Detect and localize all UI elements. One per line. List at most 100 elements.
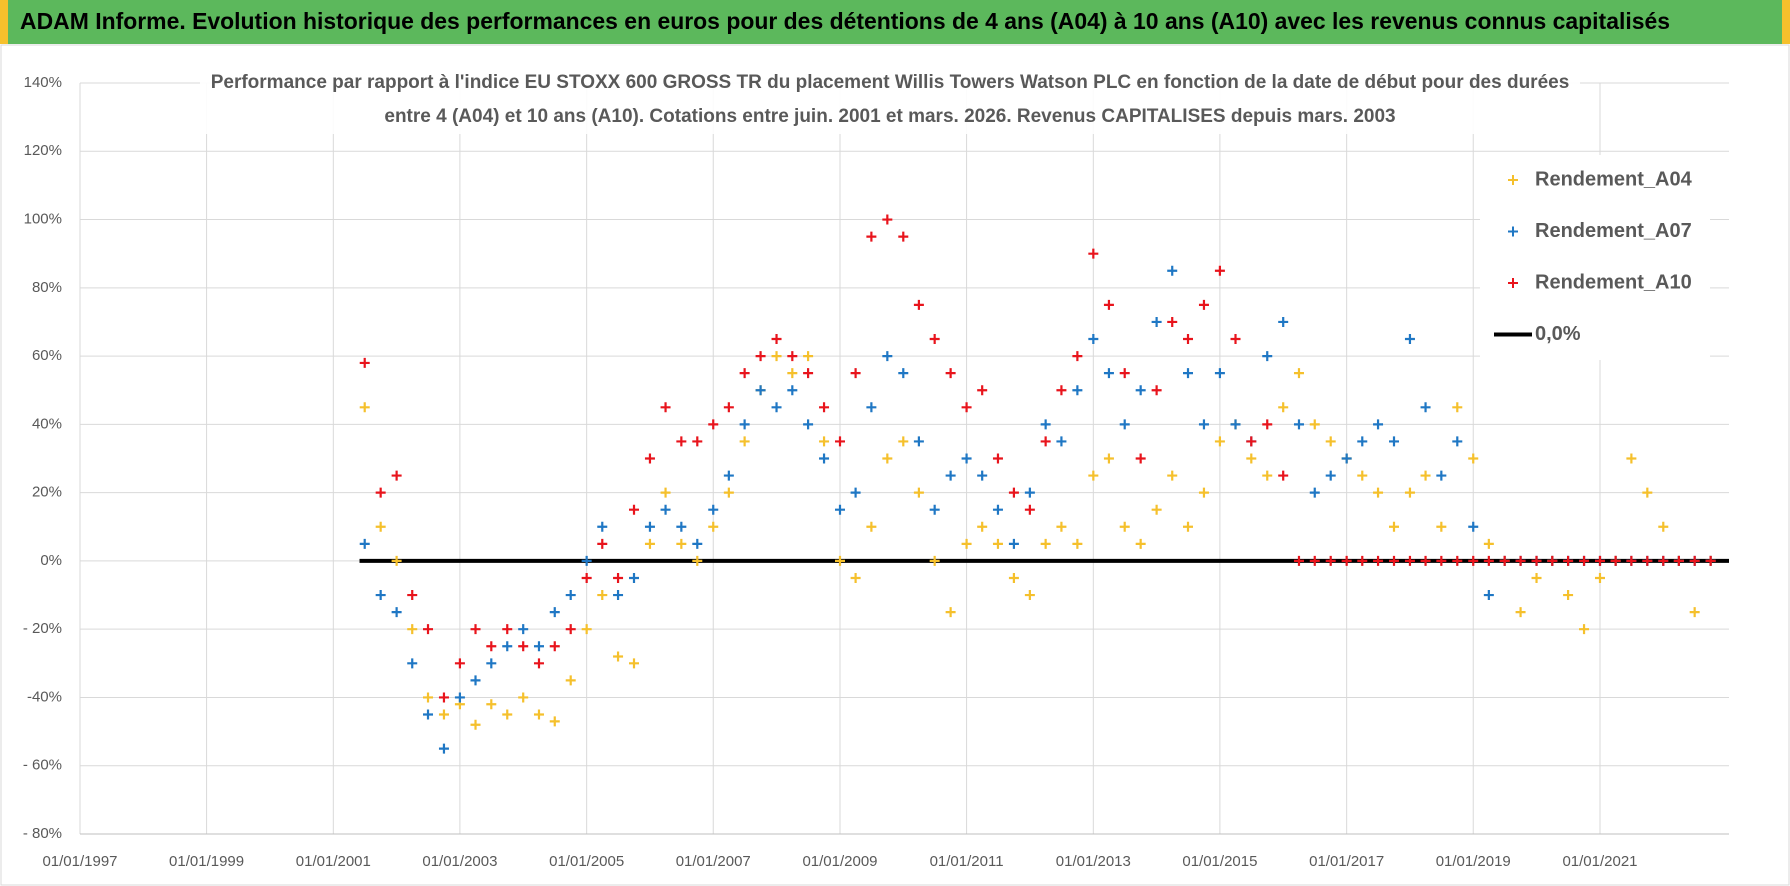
point xyxy=(1325,555,1336,566)
point xyxy=(739,419,750,430)
point xyxy=(739,436,750,447)
point xyxy=(1626,453,1637,464)
y-tick-label: - 60% xyxy=(23,757,62,774)
y-tick-label: 60% xyxy=(32,347,62,364)
point xyxy=(1293,555,1304,566)
point xyxy=(1515,607,1526,618)
point xyxy=(438,743,449,754)
point xyxy=(1198,299,1209,310)
point xyxy=(787,351,798,362)
point xyxy=(1341,555,1352,566)
point xyxy=(1483,555,1494,566)
point xyxy=(898,368,909,379)
point xyxy=(597,538,608,549)
legend-swatch xyxy=(1508,226,1518,237)
header-corner xyxy=(0,0,8,44)
point xyxy=(723,402,734,413)
point xyxy=(470,675,481,686)
point xyxy=(454,692,465,703)
point xyxy=(1325,436,1336,447)
point xyxy=(882,214,893,225)
point xyxy=(644,453,655,464)
point xyxy=(819,453,830,464)
legend-label: Rendement_A10 xyxy=(1535,271,1692,293)
point xyxy=(359,357,370,368)
point xyxy=(581,555,592,566)
point xyxy=(771,402,782,413)
point xyxy=(1452,555,1463,566)
point xyxy=(866,521,877,532)
point xyxy=(1278,402,1289,413)
point xyxy=(423,709,434,720)
point xyxy=(549,716,560,727)
point xyxy=(613,651,624,662)
point xyxy=(1373,555,1384,566)
point xyxy=(1246,453,1257,464)
point xyxy=(1452,436,1463,447)
point xyxy=(391,470,402,481)
y-tick-label: 80% xyxy=(32,279,62,296)
point xyxy=(708,419,719,430)
x-tick-label: 01/01/1999 xyxy=(169,853,244,870)
point xyxy=(1689,607,1700,618)
point xyxy=(470,624,481,635)
point xyxy=(1230,334,1241,345)
point xyxy=(1404,555,1415,566)
point xyxy=(929,334,940,345)
point xyxy=(1658,521,1669,532)
point xyxy=(850,572,861,583)
point xyxy=(1531,572,1542,583)
point xyxy=(961,402,972,413)
x-tick-label: 01/01/2001 xyxy=(296,853,371,870)
x-tick-label: 01/01/2017 xyxy=(1309,853,1384,870)
point xyxy=(834,504,845,515)
point xyxy=(723,487,734,498)
point xyxy=(549,641,560,652)
point xyxy=(533,709,544,720)
point xyxy=(992,504,1003,515)
point xyxy=(502,624,513,635)
legend-label: Rendement_A04 xyxy=(1535,168,1693,190)
point xyxy=(1230,419,1241,430)
point xyxy=(1357,470,1368,481)
point xyxy=(977,470,988,481)
point xyxy=(1594,572,1605,583)
point xyxy=(1357,436,1368,447)
x-tick-label: 01/01/2013 xyxy=(1056,853,1131,870)
point xyxy=(913,299,924,310)
point xyxy=(1135,538,1146,549)
point xyxy=(1420,470,1431,481)
point xyxy=(1436,470,1447,481)
point xyxy=(1072,351,1083,362)
point xyxy=(1563,555,1574,566)
point xyxy=(1579,624,1590,635)
point xyxy=(1103,368,1114,379)
point xyxy=(533,641,544,652)
point xyxy=(834,436,845,447)
point xyxy=(961,538,972,549)
point xyxy=(565,590,576,601)
point xyxy=(1357,555,1368,566)
point xyxy=(1056,385,1067,396)
point xyxy=(1705,555,1716,566)
point xyxy=(977,521,988,532)
chart-title: Performance par rapport à l'indice EU ST… xyxy=(200,66,1580,134)
point xyxy=(1262,419,1273,430)
point xyxy=(1658,555,1669,566)
point xyxy=(882,453,893,464)
point xyxy=(391,555,402,566)
y-tick-label: -40% xyxy=(27,688,62,705)
point xyxy=(1167,470,1178,481)
point xyxy=(676,538,687,549)
point xyxy=(565,675,576,686)
point xyxy=(613,572,624,583)
point xyxy=(1262,470,1273,481)
point xyxy=(423,692,434,703)
y-tick-label: 100% xyxy=(24,211,62,228)
point xyxy=(1610,555,1621,566)
point xyxy=(1689,555,1700,566)
point xyxy=(1468,453,1479,464)
point xyxy=(1483,538,1494,549)
point xyxy=(1404,487,1415,498)
point xyxy=(708,521,719,532)
